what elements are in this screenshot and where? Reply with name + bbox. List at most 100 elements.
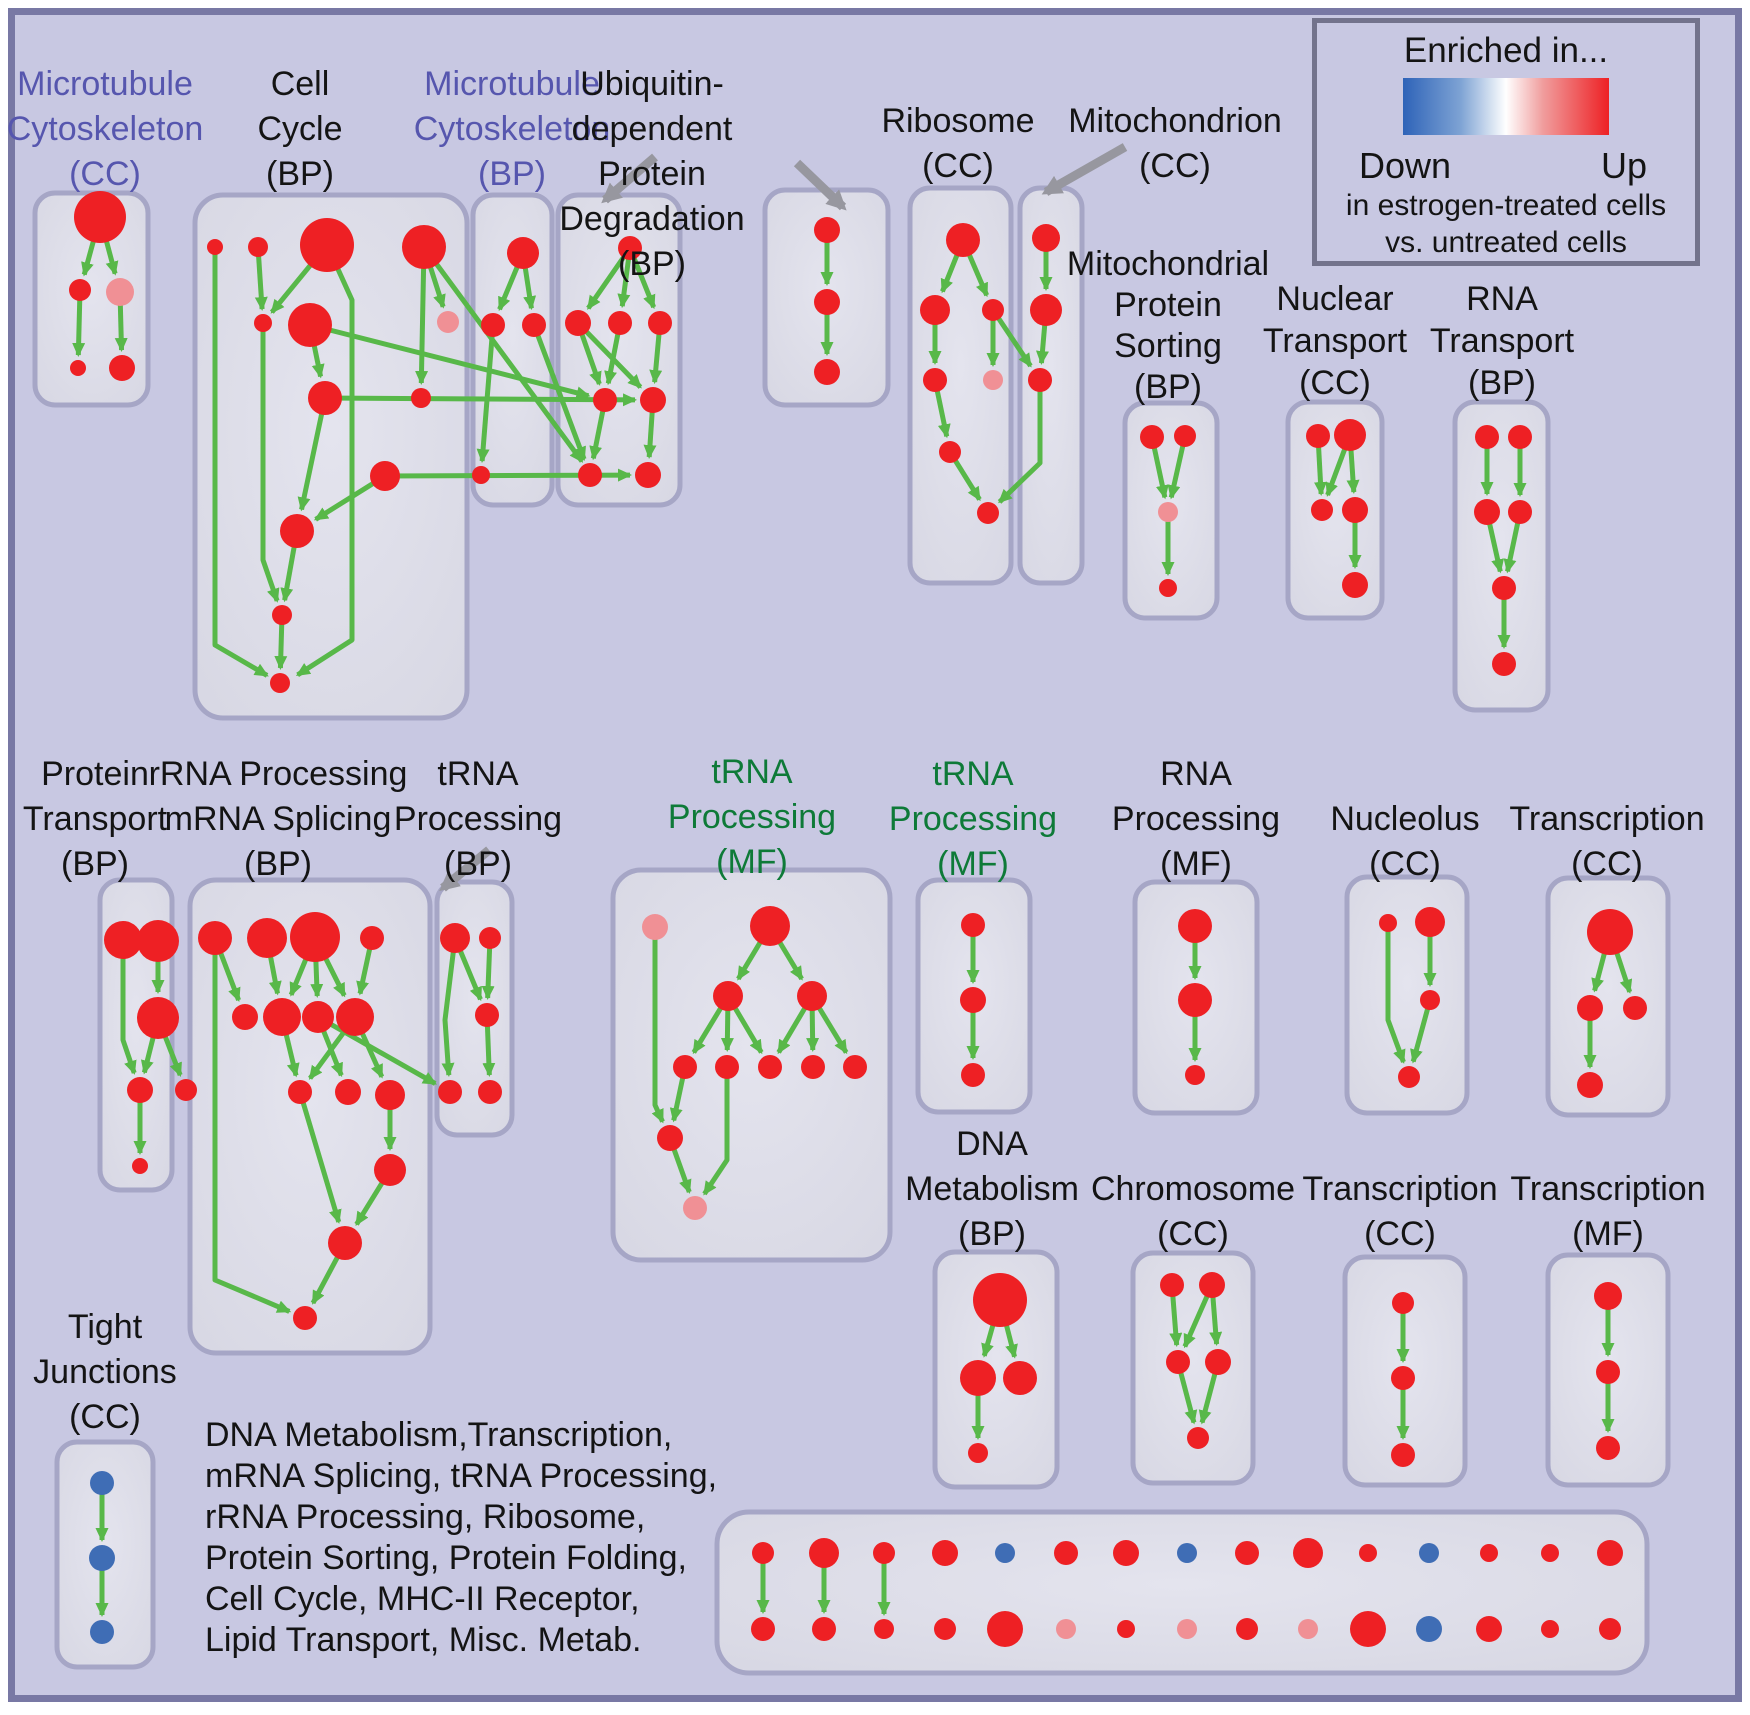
- go-term-node: [715, 1055, 739, 1079]
- go-term-node: [873, 1542, 895, 1564]
- edge-arrow: [254, 246, 268, 312]
- edge-arrow: [990, 308, 1033, 368]
- cluster-label-rna-transport: Transport: [1430, 322, 1575, 360]
- cluster-label-trna-processing-mf-2: Processing: [889, 800, 1057, 838]
- cluster-label-trna-processing-bp: Processing: [394, 800, 562, 838]
- go-term-node: [758, 1055, 782, 1079]
- cluster-box-misc-clusters: [714, 1509, 1650, 1676]
- go-term-node: [127, 1077, 153, 1103]
- go-term-node: [923, 368, 947, 392]
- cluster-label-rna-processing-mf: RNA: [1160, 755, 1232, 793]
- cluster-label-ubiquitin-degradation: Degradation: [559, 200, 744, 238]
- go-term-node: [1113, 1540, 1139, 1566]
- go-term-node: [1187, 1427, 1209, 1449]
- label-pointer-arrow: [1041, 143, 1128, 196]
- go-term-node: [982, 299, 1004, 321]
- go-term-node: [293, 1306, 317, 1330]
- cluster-label-microtubule-cc: Cytoskeleton: [7, 110, 204, 148]
- edge-arrow: [531, 324, 587, 461]
- go-term-node: [1185, 1065, 1205, 1085]
- edge-arrow: [212, 938, 292, 1314]
- cluster-label-trna-processing-bp: tRNA: [437, 755, 519, 793]
- go-term-node: [522, 313, 546, 337]
- go-term-node: [374, 1154, 406, 1186]
- go-term-node: [1577, 1072, 1603, 1098]
- go-term-node: [973, 1273, 1027, 1327]
- go-term-node: [608, 311, 632, 335]
- go-term-node: [232, 1004, 258, 1030]
- legend-title: Enriched in...: [1403, 31, 1609, 70]
- edge-arrow: [297, 397, 328, 512]
- go-term-node: [642, 914, 668, 940]
- go-term-node: [618, 236, 642, 260]
- go-term-node: [1028, 368, 1052, 392]
- go-term-node: [635, 462, 661, 488]
- go-term-node: [263, 998, 301, 1036]
- cluster-label-ubiquitin-degradation: dependent: [572, 110, 733, 148]
- go-term-node: [1596, 1436, 1620, 1460]
- go-term-node: [968, 1443, 988, 1463]
- go-term-node: [812, 1617, 836, 1641]
- go-term-node: [1379, 914, 1397, 932]
- misc-text-line: Lipid Transport, Misc. Metab.: [205, 1621, 642, 1659]
- misc-text-line: Cell Cycle, MHC-II Receptor,: [205, 1580, 640, 1618]
- go-term-node: [961, 913, 985, 937]
- label-pointer-arrow: [439, 846, 492, 892]
- cluster-box-rna-transport: [1452, 399, 1551, 713]
- go-term-node: [1174, 425, 1196, 447]
- go-term-node: [565, 310, 591, 336]
- go-term-node: [648, 311, 672, 335]
- go-term-node: [472, 466, 490, 484]
- edge-arrow: [576, 321, 643, 389]
- go-term-node: [479, 927, 501, 949]
- go-term-node: [270, 673, 290, 693]
- go-term-node: [1541, 1620, 1559, 1638]
- go-term-node: [481, 313, 505, 337]
- go-term-node: [1177, 1543, 1197, 1563]
- label-pointer-arrow: [793, 159, 847, 211]
- edge-arrow: [997, 380, 1043, 504]
- go-term-node: [1205, 1349, 1231, 1375]
- cluster-label-trna-processing-mf-1: Processing: [668, 798, 836, 836]
- go-term-node: [977, 502, 999, 524]
- go-term-node: [137, 920, 179, 962]
- go-term-node: [1350, 1611, 1386, 1647]
- cluster-label-ribosome: Ribosome: [881, 102, 1034, 140]
- legend-scale: Down Up: [1317, 145, 1695, 187]
- go-term-node: [750, 906, 790, 946]
- go-term-node: [254, 314, 272, 332]
- legend-down-label: Down: [1359, 145, 1452, 186]
- legend-up-label: Up: [1600, 145, 1647, 186]
- go-term-node: [814, 289, 840, 315]
- cluster-label-nuclear-transport: (CC): [1299, 364, 1371, 402]
- edge-arrow: [324, 393, 638, 407]
- go-term-node: [272, 605, 292, 625]
- misc-text-line: rRNA Processing, Ribosome,: [205, 1498, 646, 1536]
- cluster-label-protein-transport: (BP): [61, 845, 129, 883]
- cluster-label-mitochondrial-protein-sorting: Sorting: [1114, 327, 1222, 365]
- go-term-node: [360, 926, 384, 950]
- go-term-node: [440, 923, 470, 953]
- go-term-node: [920, 295, 950, 325]
- go-term-node: [336, 998, 374, 1036]
- cluster-label-ubiquitin-degradation: Ubiquitin-: [580, 65, 724, 103]
- go-term-node: [1342, 497, 1368, 523]
- edge-arrow: [421, 245, 584, 463]
- cluster-label-dna-metabolism: DNA: [956, 1125, 1028, 1163]
- go-term-node: [1293, 1538, 1323, 1568]
- cluster-box-rrna-processing-mrna-splicing: [187, 877, 433, 1356]
- go-term-node: [934, 1618, 956, 1640]
- go-term-node: [69, 279, 91, 301]
- go-term-node: [1140, 425, 1164, 449]
- cluster-label-cell-cycle: (BP): [266, 155, 334, 193]
- go-term-node: [1160, 1273, 1184, 1297]
- go-term-node: [1492, 576, 1516, 600]
- go-term-node: [1199, 1272, 1225, 1298]
- go-term-node: [90, 1620, 114, 1644]
- cluster-label-mitochondrion: Mitochondrion: [1068, 102, 1282, 140]
- go-term-node: [874, 1619, 894, 1639]
- cluster-box-nucleolus: [1344, 874, 1470, 1116]
- go-term-node: [1541, 1544, 1559, 1562]
- go-term-node: [946, 223, 980, 257]
